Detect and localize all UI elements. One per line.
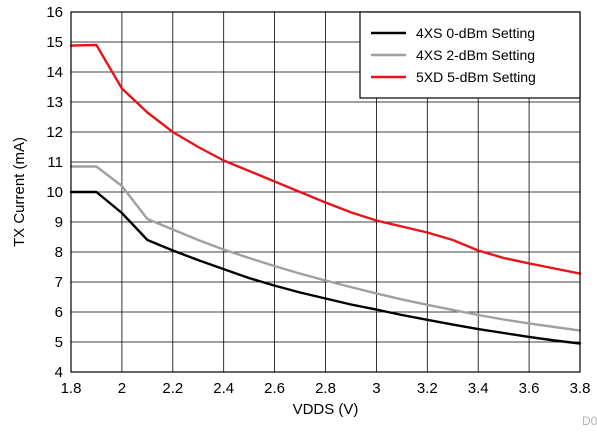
y-axis-ticks: 4 5 6 7 8 9 10 11 12 13 14 15 16 xyxy=(46,4,63,381)
y-tick-label: 15 xyxy=(46,34,63,51)
y-tick-label: 16 xyxy=(46,4,63,21)
x-tick-label: 2 xyxy=(118,380,126,397)
y-tick-label: 12 xyxy=(46,124,63,141)
x-tick-label: 2.2 xyxy=(162,380,183,397)
y-tick-label: 10 xyxy=(46,184,63,201)
y-tick-label: 9 xyxy=(55,214,63,231)
x-tick-label: 2.4 xyxy=(213,380,234,397)
x-tick-label: 3.4 xyxy=(468,380,489,397)
legend-label: 4XS 0-dBm Setting xyxy=(416,25,535,41)
y-tick-label: 5 xyxy=(55,334,63,351)
x-tick-label: 3.8 xyxy=(570,380,591,397)
y-tick-label: 13 xyxy=(46,94,63,111)
y-tick-label: 7 xyxy=(55,274,63,291)
y-tick-label: 14 xyxy=(46,64,63,81)
legend-label: 5XD 5-dBm Setting xyxy=(416,69,536,85)
series-lines xyxy=(69,43,582,345)
legend-label: 4XS 2-dBm Setting xyxy=(416,47,535,63)
figure-id: D0 xyxy=(582,414,597,428)
series-line-3 xyxy=(69,43,582,275)
y-tick-label: 6 xyxy=(55,304,63,321)
series-line-2 xyxy=(69,165,582,332)
x-axis-label: VDDS (V) xyxy=(293,401,359,418)
y-axis-label: TX Current (mA) xyxy=(11,137,28,247)
x-tick-label: 3.6 xyxy=(519,380,540,397)
x-tick-label: 1.8 xyxy=(61,380,82,397)
legend: 4XS 0-dBm Setting 4XS 2-dBm Setting 5XD 5-… xyxy=(359,11,581,99)
plot-frame xyxy=(70,11,581,373)
x-tick-label: 2.6 xyxy=(264,380,285,397)
x-tick-label: 2.8 xyxy=(315,380,336,397)
y-tick-label: 4 xyxy=(55,364,63,381)
x-axis-ticks: 1.8 2 2.2 2.4 2.6 2.8 3 3.2 3.4 3.6 3.8 xyxy=(61,380,591,397)
x-tick-label: 3 xyxy=(372,380,380,397)
y-tick-label: 8 xyxy=(55,244,63,261)
y-tick-label: 11 xyxy=(47,154,63,171)
series-line-1 xyxy=(69,190,582,345)
x-tick-label: 3.2 xyxy=(417,380,438,397)
